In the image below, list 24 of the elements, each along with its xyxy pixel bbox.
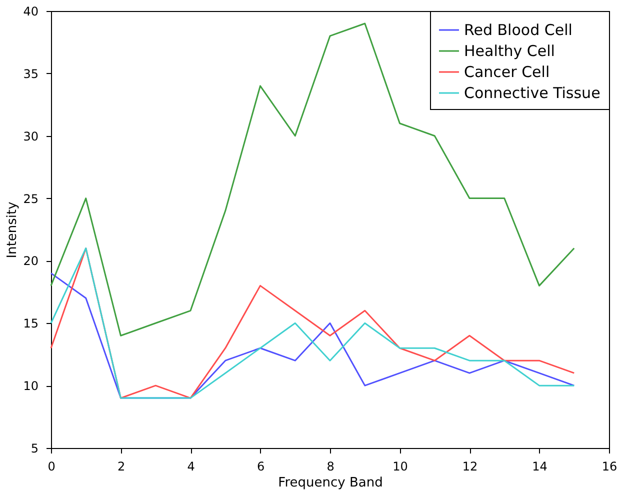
- y-axis-title: Intensity: [5, 201, 20, 258]
- y-tick-label: 20: [23, 254, 38, 268]
- y-tick-label: 30: [23, 129, 38, 144]
- x-tick-label: 10: [392, 460, 408, 474]
- legend-label: Cancer Cell: [464, 63, 550, 81]
- legend-label: Red Blood Cell: [464, 21, 572, 39]
- x-axis-title: Frequency Band: [278, 476, 383, 490]
- line-series: [50, 247, 575, 399]
- x-tick-label: 14: [532, 460, 548, 474]
- y-tick-label: 15: [23, 316, 38, 331]
- legend-label: Healthy Cell: [464, 42, 555, 60]
- y-tick-label: 10: [23, 379, 38, 394]
- y-tick-label: 40: [23, 4, 38, 18]
- x-tick-label: 12: [462, 460, 478, 474]
- x-tick-label: 0: [48, 460, 56, 474]
- y-tick-label: 25: [23, 192, 38, 206]
- legend-label: Connective Tissue: [464, 84, 600, 102]
- x-tick-label: 4: [187, 460, 195, 474]
- y-tick-label: 5: [30, 442, 38, 456]
- x-tick-label: 8: [326, 460, 334, 474]
- x-tick-label: 16: [602, 460, 618, 474]
- y-tick-label: 35: [23, 66, 38, 81]
- x-tick-label: 2: [117, 460, 126, 474]
- x-tick-label: 6: [256, 460, 265, 474]
